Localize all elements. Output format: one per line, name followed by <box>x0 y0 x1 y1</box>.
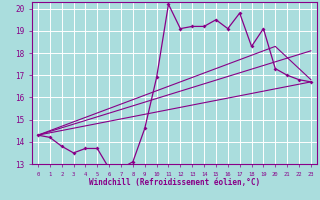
X-axis label: Windchill (Refroidissement éolien,°C): Windchill (Refroidissement éolien,°C) <box>89 178 260 187</box>
